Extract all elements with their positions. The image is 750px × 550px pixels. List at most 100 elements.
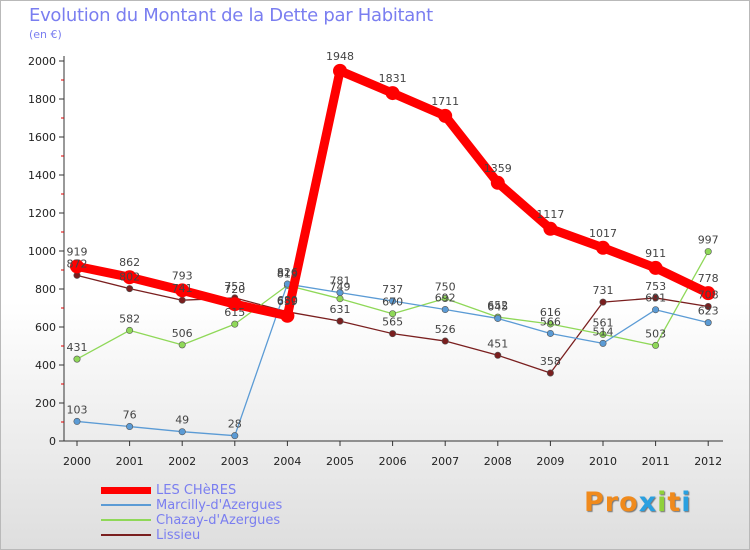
data-label: 645: [487, 300, 508, 313]
data-point-2: [178, 341, 186, 349]
x-tick-label: 2002: [168, 455, 196, 468]
data-label: 358: [540, 355, 561, 368]
y-tick-label: 1800: [28, 93, 56, 106]
data-label: 749: [330, 281, 351, 294]
proxiti-logo: Proxiti: [584, 487, 692, 518]
data-point-1: [178, 428, 186, 436]
x-tick-label: 2009: [536, 455, 564, 468]
data-label: 750: [435, 281, 456, 294]
x-tick-label: 2011: [642, 455, 670, 468]
data-point-2: [231, 320, 239, 328]
data-point-3: [389, 330, 397, 338]
data-point-1: [704, 319, 712, 327]
data-point-1: [336, 289, 344, 297]
data-label: 997: [698, 234, 719, 247]
data-point-3: [546, 369, 554, 377]
data-point-0: [596, 240, 610, 255]
data-point-1: [73, 417, 81, 425]
data-point-3: [704, 302, 712, 310]
legend-swatch: [101, 519, 151, 521]
data-point-3: [336, 317, 344, 325]
data-point-1: [599, 339, 607, 347]
data-point-3: [652, 294, 660, 302]
data-label: 919: [67, 245, 88, 258]
data-point-3: [599, 298, 607, 306]
data-label: 561: [593, 316, 614, 329]
legend-swatch: [101, 487, 151, 494]
data-label: 793: [172, 269, 193, 282]
data-label: 566: [540, 315, 561, 328]
data-label: 652: [487, 299, 508, 312]
data-labels: 919 862 793 720 659 1948 1831 1711 1359 1117 1017 9…: [67, 50, 719, 431]
data-point-0: [385, 86, 400, 101]
x-tick-label: 2005: [326, 455, 354, 468]
data-label: 708: [698, 288, 719, 301]
x-tick-label: 2012: [694, 455, 722, 468]
data-label: 565: [382, 316, 403, 329]
x-tick-label: 2006: [379, 455, 407, 468]
data-point-2: [652, 341, 660, 349]
data-point-1: [546, 329, 554, 337]
x-tick-label: 2004: [273, 455, 301, 468]
data-label: 911: [645, 247, 666, 260]
data-label: 691: [645, 292, 666, 305]
data-label: 503: [645, 327, 666, 340]
data-label: 631: [330, 303, 351, 316]
data-point-2: [336, 295, 344, 303]
data-point-0: [490, 175, 505, 190]
y-tick-label: 0: [49, 435, 56, 448]
data-label: 28: [228, 418, 242, 431]
data-label: 819: [277, 267, 298, 280]
data-point-0: [543, 221, 558, 236]
data-point-0: [227, 297, 242, 312]
data-label: 802: [119, 271, 140, 284]
y-tick-label: 1400: [28, 169, 56, 182]
data-label: 737: [382, 283, 403, 296]
data-point-1: [652, 306, 660, 314]
data-label: 862: [119, 256, 140, 269]
data-point-3: [178, 296, 186, 304]
data-label: 720: [224, 283, 245, 296]
y-tick-label: 1000: [28, 245, 56, 258]
series-lines: [70, 63, 716, 440]
data-label: 778: [698, 272, 719, 285]
data-point-1: [441, 306, 449, 314]
data-point-0: [122, 270, 137, 285]
y-tick-label: 2000: [28, 55, 56, 68]
x-tick-label: 2003: [221, 455, 249, 468]
data-label: 731: [593, 284, 614, 297]
legend-label: Chazay-d'Azergues: [156, 513, 281, 528]
data-label: 741: [172, 282, 193, 295]
logo-letter: i: [681, 487, 692, 518]
y-tick-label: 800: [35, 283, 56, 296]
logo-letter: P: [584, 487, 605, 518]
data-point-2: [704, 248, 712, 256]
data-label: 753: [645, 280, 666, 293]
data-label: 103: [67, 403, 88, 416]
logo-letter: r: [604, 487, 620, 518]
data-label: 826: [277, 266, 298, 279]
x-tick-label: 2007: [431, 455, 459, 468]
data-label: 659: [277, 295, 298, 308]
y-tick-label: 1200: [28, 207, 56, 220]
data-label: 781: [330, 275, 351, 288]
chart-subtitle: (en €): [29, 28, 62, 41]
data-point-1: [231, 432, 239, 440]
y-tick-label: 1600: [28, 131, 56, 144]
data-label: 1711: [431, 95, 459, 108]
data-point-0: [701, 286, 716, 301]
data-label: 616: [540, 306, 561, 319]
y-tick-label: 400: [35, 359, 56, 372]
data-label: 451: [487, 337, 508, 350]
data-point-0: [280, 308, 295, 323]
data-point-0: [333, 63, 347, 78]
data-label: 753: [224, 280, 245, 293]
logo-letter: x: [638, 487, 658, 518]
data-point-1: [389, 297, 397, 305]
y-tick-label: 600: [35, 321, 56, 334]
data-point-0: [70, 259, 84, 274]
legend-label: Marcilly-d'Azergues: [156, 498, 283, 513]
data-point-3: [441, 337, 449, 345]
data-label: 1831: [379, 72, 407, 85]
